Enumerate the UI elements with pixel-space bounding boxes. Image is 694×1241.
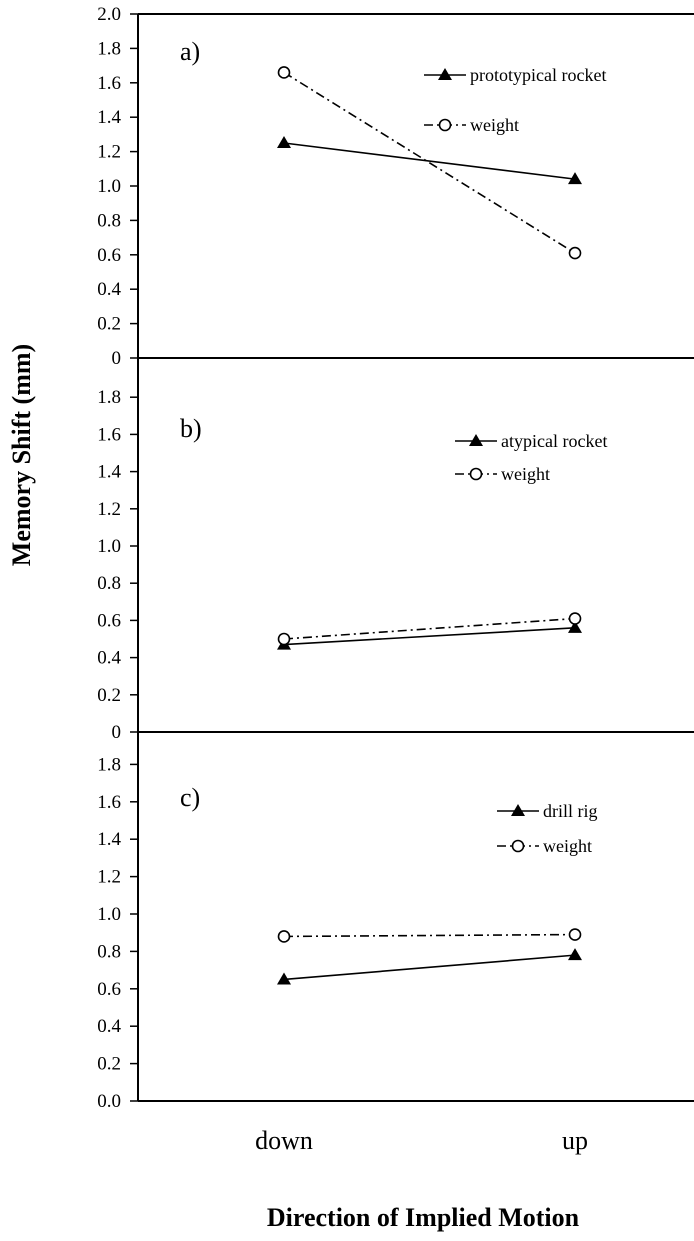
panel-2: 1.8 1.6 1.4 1.2 1.0 0.8 0.6 0.4 0.2 0 b) atypical r… [97,387,694,743]
circle-marker [277,930,291,943]
legend-label: weight [470,115,519,135]
series-line-1 [283,954,576,981]
legend-triangle-marker [438,68,452,80]
circle-marker [277,632,291,646]
y-tick-label: 1.8 [97,38,121,59]
series-line-2 [283,71,576,254]
y-tick-label: 1.6 [97,73,121,94]
y-tick-label: 1.0 [97,904,121,925]
y-tick-label: 0 [112,348,122,369]
y-tick-label: 0.6 [97,610,121,631]
y-tick-label: 0.2 [97,1054,121,1075]
y-tick-label: 1.2 [97,499,121,520]
y-tick-label: 0 [112,722,122,743]
y-tick-label: 0.4 [97,1016,121,1037]
series-line-1 [283,142,576,180]
y-tick-label: 0.2 [97,314,121,335]
triangle-marker [277,136,291,148]
circle-marker [568,246,582,260]
y-tick-label: 0.8 [97,941,121,962]
y-tick-label: 0.4 [97,279,121,300]
legend-label: drill rig [543,801,598,821]
y-tick-label: 1.2 [97,867,121,888]
series-line-2 [283,933,576,938]
series-line-1 [283,627,576,646]
triangle-marker [568,172,582,185]
triangle-marker [277,972,291,985]
legend-triangle-marker [469,434,483,446]
y-tick-label: 1.4 [97,829,121,850]
y-tick-label: 1.4 [97,462,121,483]
circle-marker [277,66,291,79]
y-tick-label: 0.8 [97,210,121,231]
y-tick-label: 1.6 [97,424,121,445]
circle-marker [568,612,582,625]
panel-label: c) [180,783,200,812]
triangle-marker [568,948,582,961]
y-axis-label: Memory Shift (mm) [7,344,36,566]
legend-label: weight [543,836,592,856]
legend-label: weight [501,464,550,484]
y-tick-label: 1.4 [97,107,121,128]
y-tick-label: 1.0 [97,176,121,197]
panel-label: b) [180,414,202,443]
panels-group: 2.0 1.8 1.6 1.4 1.2 1.0 0.8 0.6 0.4 0.2 0 a) prototy… [97,4,694,1155]
y-tick-label: 2.0 [97,4,121,25]
x-axis-label: Direction of Implied Motion [267,1203,580,1232]
y-tick-label: 1.8 [97,387,121,408]
x-tick-label: down [255,1126,313,1155]
legend-circle-marker [511,839,525,853]
legend-circle-marker [438,118,452,132]
y-tick-label: 1.0 [97,536,121,557]
y-tick-label: 0.4 [97,648,121,669]
y-tick-label: 1.2 [97,142,121,163]
y-tick-label: 0.2 [97,685,121,706]
y-tick-label: 0.0 [97,1091,121,1112]
legend-label: atypical rocket [501,431,607,451]
panel-1: 2.0 1.8 1.6 1.4 1.2 1.0 0.8 0.6 0.4 0.2 0 a) prototy… [97,4,694,369]
legend-label: prototypical rocket [470,65,606,85]
y-tick-label: 0.6 [97,979,121,1000]
y-tick-label: 0.8 [97,573,121,594]
panel-3: 1.8 1.6 1.4 1.2 1.0 0.8 0.6 0.4 0.2 0.0 c) drill ri… [97,754,694,1155]
panel-label: a) [180,37,200,66]
y-tick-label: 1.6 [97,792,121,813]
y-tick-label: 0.6 [97,245,121,266]
y-tick-label: 1.8 [97,754,121,775]
triangle-marker [568,620,582,633]
x-tick-label: up [562,1126,588,1155]
legend-circle-marker [469,467,483,481]
legend-triangle-marker [511,804,525,816]
circle-marker [568,928,582,941]
